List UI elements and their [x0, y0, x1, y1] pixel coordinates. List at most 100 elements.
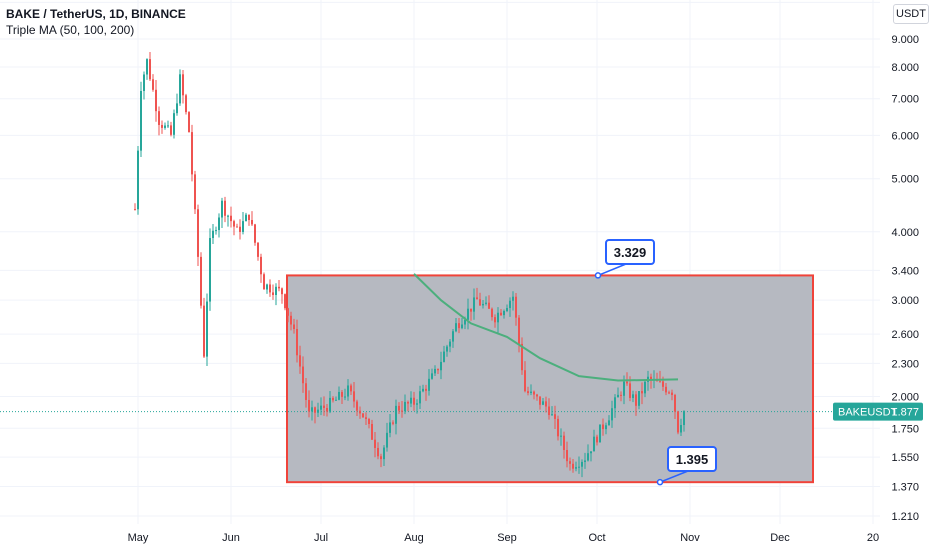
range-zone[interactable]	[286, 274, 814, 484]
candle-body	[152, 79, 154, 90]
candle-body	[344, 396, 346, 398]
candle-body	[254, 224, 256, 243]
candle-body	[596, 436, 598, 443]
candle-body	[455, 323, 457, 332]
candle-body	[320, 405, 322, 410]
candle-body	[134, 209, 136, 211]
candle-body	[632, 394, 634, 398]
candle-body	[617, 394, 619, 398]
candle-body	[590, 451, 592, 454]
candles-layer	[134, 52, 685, 478]
candle-body	[215, 230, 217, 232]
currency-badge[interactable]: USDT	[893, 4, 929, 24]
candle-body	[227, 215, 229, 217]
candle-body	[206, 301, 208, 357]
candle-body	[389, 422, 391, 433]
candle-body	[641, 391, 643, 394]
candle-body	[683, 411, 685, 426]
candle-body	[386, 432, 388, 448]
candle-body	[230, 215, 232, 222]
candle-body	[179, 74, 181, 104]
candle-body	[314, 407, 316, 413]
candle-body	[560, 435, 562, 437]
candle-body	[368, 419, 370, 425]
candle-body	[209, 238, 211, 302]
time-tick-label: Jun	[222, 532, 240, 544]
candle-body	[158, 111, 160, 125]
candle-body	[203, 305, 205, 357]
candle-body	[311, 407, 313, 412]
candle-body	[155, 89, 157, 112]
symbol-title[interactable]: BAKE / TetherUS, 1D, BINANCE	[6, 7, 186, 21]
candle-body	[290, 315, 292, 325]
ma-line	[413, 273, 679, 382]
price-tick-label: 3.400	[891, 265, 919, 277]
candle-body	[593, 436, 595, 452]
time-axis[interactable]: May Jun Jul Aug Sep Oct Nov Dec 20	[128, 532, 880, 544]
candle-body	[458, 323, 460, 329]
time-tick-label: Aug	[404, 532, 424, 544]
price-tick-label: 2.300	[891, 358, 919, 370]
moving-average-layer	[413, 273, 679, 382]
candle-body	[473, 297, 475, 312]
candle-body	[671, 392, 673, 395]
candle-body	[197, 209, 199, 257]
candle-body	[380, 456, 382, 460]
chart-legend: BAKE / TetherUS, 1D, BINANCE Triple MA (…	[6, 6, 186, 38]
candle-body	[626, 381, 628, 384]
candle-body	[662, 381, 664, 387]
candle-body	[182, 74, 184, 96]
candle-body	[284, 294, 286, 309]
candle-body	[578, 466, 580, 468]
candle-body	[545, 401, 547, 407]
candle-body	[407, 401, 409, 404]
candle-body	[524, 370, 526, 392]
price-axis[interactable]: 9.000 8.000 7.000 6.000 5.000 4.000 3.400 3.000…	[891, 34, 919, 523]
candle-body	[170, 125, 172, 135]
candle-body	[308, 399, 310, 412]
candle-body	[239, 226, 241, 232]
candle-body	[278, 286, 280, 289]
candle-body	[449, 341, 451, 347]
callouts-layer[interactable]: 3.329 1.395	[594, 239, 717, 486]
price-tick-label: 4.000	[891, 227, 919, 239]
callout-label: 1.395	[676, 452, 709, 467]
candle-body	[167, 125, 169, 127]
candle-body	[629, 383, 631, 398]
price-tag-bg	[833, 402, 923, 421]
callout-pointer	[659, 470, 689, 483]
candle-body	[263, 274, 265, 290]
candle-body	[140, 91, 142, 151]
candle-body	[281, 288, 283, 295]
candle-body	[242, 221, 244, 232]
candle-body	[533, 391, 535, 395]
candle-body	[323, 405, 325, 408]
callout-anchor	[656, 478, 664, 486]
price-tag-value: 1.877	[891, 407, 919, 419]
candle-body	[326, 407, 328, 412]
candle-body	[410, 397, 412, 404]
candle-body	[623, 381, 625, 396]
candle-body	[173, 113, 175, 135]
callout-low[interactable]: 1.395	[656, 446, 717, 486]
candle-body	[479, 299, 481, 306]
candle-body	[269, 284, 271, 293]
time-tick-label: Sep	[497, 532, 517, 544]
candle-body	[200, 256, 202, 306]
candle-body	[401, 410, 403, 412]
candle-body	[365, 417, 367, 420]
candle-body	[638, 391, 640, 406]
candle-body	[431, 373, 433, 379]
price-tick-label: 1.370	[891, 481, 919, 493]
candle-body	[614, 397, 616, 409]
indicator-label[interactable]: Triple MA (50, 100, 200)	[6, 23, 135, 37]
candle-body	[266, 284, 268, 290]
candle-body	[659, 381, 661, 383]
candle-body	[296, 329, 298, 356]
candle-body	[248, 214, 250, 221]
candle-body	[572, 463, 574, 469]
candle-body	[143, 74, 145, 92]
callout-high[interactable]: 3.329	[594, 239, 655, 279]
